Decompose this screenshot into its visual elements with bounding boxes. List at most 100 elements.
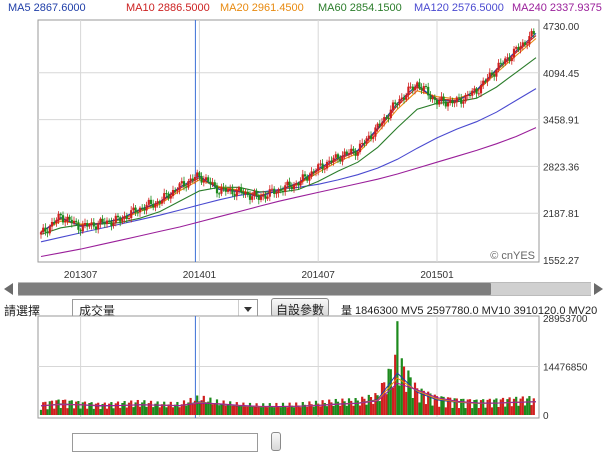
candle-body [204,177,208,181]
candle-body [479,85,483,94]
candle-body [180,181,183,184]
candle-body [354,150,357,156]
candle-body [530,31,533,37]
volume-bar [372,403,375,415]
candle-body [110,221,113,226]
candle-body [440,96,443,101]
volume-bar [75,401,78,415]
candle-body [499,62,502,64]
volume-bar [163,401,166,415]
candle-body [57,213,60,220]
scroll-left-button[interactable] [4,283,13,295]
candle-body [88,225,91,227]
scrollbar-thumb[interactable] [18,283,491,295]
volume-bar [244,406,247,415]
candle-body [202,180,205,183]
volume-bar [424,404,428,415]
volume-bar [526,398,529,415]
secondary-select[interactable] [72,433,258,452]
volume-bar [347,398,351,415]
chevron-down-icon[interactable] [238,300,257,317]
candle-body [438,100,441,105]
candle-body [453,102,456,104]
volume-bar [440,396,443,415]
candle-body [380,122,384,126]
volume-y-tick-label: 0 [543,411,549,422]
candle-body [512,48,516,58]
scroll-right-button[interactable] [594,283,603,295]
candle-body [400,97,403,100]
volume-bar [449,397,452,415]
volume-bar [53,408,56,415]
volume-bar [521,396,524,415]
candle-body [493,74,496,77]
volume-bar [72,408,76,415]
volume-bar [209,397,212,415]
candle-body [517,47,520,50]
volume-bar [530,405,533,415]
candle-body [147,199,150,205]
candle-body [55,219,58,224]
volume-bar [352,405,355,415]
volume-bar [141,402,144,415]
volume-bar [204,403,208,415]
volume-bar [339,405,342,415]
volume-bar [42,402,45,415]
candle-body [233,194,236,197]
volume-bar [361,396,364,415]
secondary-params-button[interactable] [271,432,281,451]
volume-bar [301,402,304,415]
volume-bar [259,407,263,415]
volume-chart: 28953700 14476850 0 [37,314,588,422]
candle-body [191,178,194,181]
volume-bar [83,401,87,415]
candle-body [435,99,439,105]
candle-body [297,183,300,186]
candle-body [240,187,243,193]
volume-bar [138,406,142,415]
custom-params-button[interactable]: 自設參數 [271,298,330,317]
candle-body [200,175,203,183]
candle-body [369,135,373,139]
candle-body [523,42,527,45]
candle-body [328,160,331,162]
candle-body [125,216,128,219]
legend-item: MA5 2867.6000 [8,2,86,14]
price-y-tick-label: 2823.36 [543,162,580,173]
candle-body [526,44,529,46]
price-y-tick-label: 3458.91 [543,116,580,127]
volume-bar [277,406,280,415]
volume-bar [48,401,51,415]
candle-body [53,221,56,224]
candle-body [66,216,69,221]
volume-bar [468,399,472,415]
candle-body [81,224,84,232]
candle-body [121,218,124,222]
volume-bar [127,402,131,415]
candle-body [72,220,76,224]
candle-body [321,163,324,170]
volume-bar [240,406,243,415]
candle-body [462,101,465,104]
volume-bar [149,400,153,415]
candle-body [422,86,425,91]
candle-body [457,97,461,99]
volume-bar [295,402,298,415]
volume-bar [55,400,58,415]
candle-body [332,157,335,163]
volume-bar [446,397,450,415]
volume-bar [185,405,188,415]
volume-bar [112,408,115,415]
ma-legend: MA5 2867.6000 MA10 2886.5000 MA20 2961.450… [0,2,607,16]
volume-bar [409,377,412,415]
candle-body [138,207,142,213]
candle-body [215,185,219,194]
volume-bar [488,398,491,415]
candle-body [398,99,401,105]
volume-bar [435,396,439,415]
time-scrollbar[interactable] [18,282,591,296]
volume-bar [466,399,469,415]
candle-body [158,201,161,204]
volume-bar [356,400,359,415]
volume-bar [400,358,403,415]
